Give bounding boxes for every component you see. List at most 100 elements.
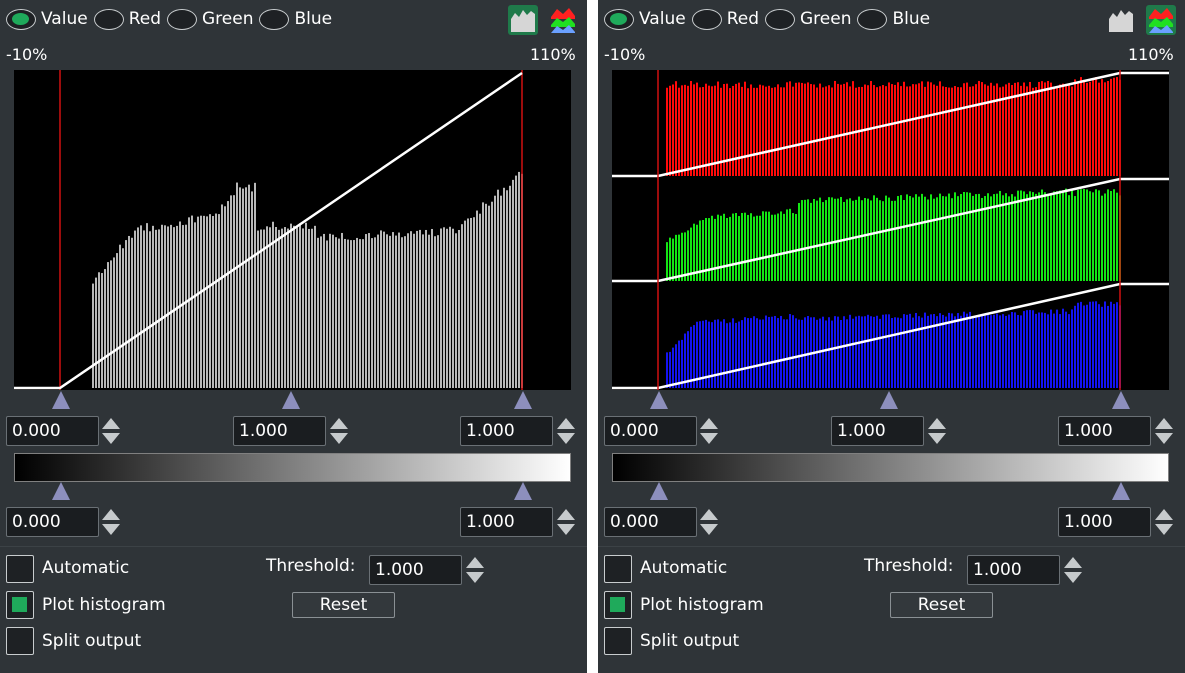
radio-value[interactable]: Value [604,8,686,30]
threshold-field[interactable]: 1.000 [369,555,462,585]
levels-panel-value: Value Red Green Blue -10% 110% [0,0,587,673]
rgb-histogram-mode-button[interactable] [548,5,578,35]
spin-down-icon[interactable] [928,433,946,444]
input-black-point-handle[interactable] [52,391,70,409]
spin-down-icon[interactable] [1155,524,1173,535]
radio-green[interactable]: Green [167,8,253,30]
spin-up-icon[interactable] [466,557,484,568]
automatic-checkbox[interactable] [6,555,34,583]
input-black-spinner[interactable] [102,416,120,446]
input-white-point-handle[interactable] [514,391,532,409]
output-white-point-handle[interactable] [1112,482,1130,500]
spin-up-icon[interactable] [557,418,575,429]
output-black-point-handle[interactable] [650,482,668,500]
input-white-spinner[interactable] [557,416,575,446]
spin-up-icon[interactable] [102,418,120,429]
value-histogram-mode-button[interactable] [1106,5,1136,35]
histogram-bar [506,190,508,388]
spin-down-icon[interactable] [700,524,718,535]
input-gamma-field[interactable]: 1.000 [233,416,326,446]
input-white-point-handle[interactable] [1112,391,1130,409]
automatic-checkbox[interactable] [604,555,632,583]
input-black-spinner[interactable] [700,416,718,446]
threshold-label: Threshold: [266,556,356,576]
plot-histogram-checkbox[interactable] [604,591,632,619]
histogram-view[interactable] [612,70,1169,390]
spin-down-icon[interactable] [102,524,120,535]
threshold-spinner[interactable] [466,555,484,585]
value-histogram-mode-button[interactable] [508,5,538,35]
green-histogram-bar [669,237,671,281]
spin-down-icon[interactable] [466,572,484,583]
rgb-histogram-mode-button[interactable] [1146,5,1176,35]
split-output-checkbox[interactable] [604,627,632,655]
radio-value[interactable]: Value [6,8,88,30]
input-gamma-spinner[interactable] [330,416,348,446]
radio-red[interactable]: Red [691,8,759,30]
spin-up-icon[interactable] [330,418,348,429]
output-white-point-handle[interactable] [514,482,532,500]
input-black-point-handle[interactable] [650,391,668,409]
blue-histogram-bar [693,325,695,388]
radio-green[interactable]: Green [765,8,851,30]
output-white-spinner[interactable] [557,507,575,537]
spin-up-icon[interactable] [928,418,946,429]
histogram-bar [425,229,427,388]
input-black-field[interactable]: 0.000 [6,416,99,446]
output-white-field[interactable]: 1.000 [1058,507,1151,537]
output-black-point-handle[interactable] [52,482,70,500]
input-gamma-field[interactable]: 1.000 [831,416,924,446]
output-black-spinner[interactable] [102,507,120,537]
input-white-field[interactable]: 1.000 [1058,416,1151,446]
histogram-bar [449,226,451,388]
spin-up-icon[interactable] [1155,418,1173,429]
spin-down-icon[interactable] [700,433,718,444]
reset-button[interactable]: Reset [890,592,993,618]
radio-red[interactable]: Red [93,8,161,30]
output-black-field[interactable]: 0.000 [604,507,697,537]
plot-histogram-checkbox[interactable] [6,591,34,619]
threshold-label: Threshold: [864,556,954,576]
blue-histogram-bar [1113,303,1115,388]
blue-histogram-bar [963,311,965,388]
spin-down-icon[interactable] [557,433,575,444]
histogram-bar [254,182,256,388]
spin-down-icon[interactable] [557,524,575,535]
output-black-spinner[interactable] [700,507,718,537]
split-output-checkbox[interactable] [6,627,34,655]
spin-up-icon[interactable] [700,418,718,429]
histogram-bar [134,230,136,388]
reset-button[interactable]: Reset [292,592,395,618]
blue-histogram-bar [888,314,890,388]
green-histogram-bar [702,219,704,281]
red-histogram-bar [1002,86,1004,176]
input-black-field[interactable]: 0.000 [604,416,697,446]
output-white-field[interactable]: 1.000 [460,507,553,537]
red-histogram-bar [903,81,905,176]
red-histogram-bar [1008,82,1010,176]
output-black-field[interactable]: 0.000 [6,507,99,537]
threshold-field[interactable]: 1.000 [967,555,1060,585]
spin-down-icon[interactable] [102,433,120,444]
spin-down-icon[interactable] [1064,572,1082,583]
input-gamma-handle[interactable] [282,391,300,409]
spin-down-icon[interactable] [330,433,348,444]
output-gradient-bar [14,453,571,482]
spin-up-icon[interactable] [1064,557,1082,568]
histogram-view[interactable] [14,70,571,390]
input-gamma-spinner[interactable] [928,416,946,446]
spin-up-icon[interactable] [102,509,120,520]
blue-histogram-bar [1107,305,1109,388]
radio-blue[interactable]: Blue [857,8,930,30]
input-white-spinner[interactable] [1155,416,1173,446]
output-white-spinner[interactable] [1155,507,1173,537]
histogram-bar [230,195,232,388]
spin-up-icon[interactable] [700,509,718,520]
spin-down-icon[interactable] [1155,433,1173,444]
radio-blue[interactable]: Blue [259,8,332,30]
spin-up-icon[interactable] [557,509,575,520]
input-white-field[interactable]: 1.000 [460,416,553,446]
threshold-spinner[interactable] [1064,555,1082,585]
spin-up-icon[interactable] [1155,509,1173,520]
input-gamma-handle[interactable] [880,391,898,409]
